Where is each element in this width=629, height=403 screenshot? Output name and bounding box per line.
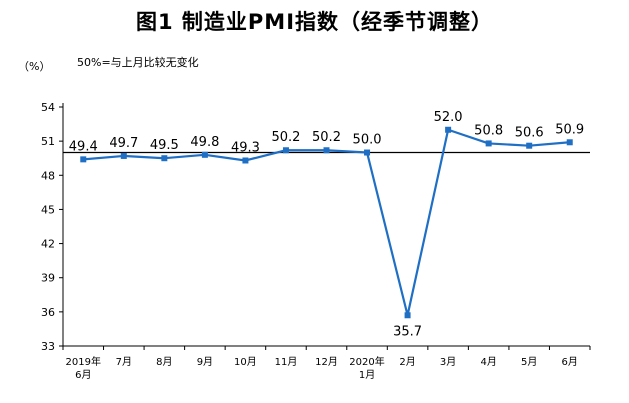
data-point xyxy=(323,147,330,154)
data-label: 50.2 xyxy=(271,130,300,145)
data-point xyxy=(120,152,127,159)
series-line xyxy=(83,128,570,317)
y-tick-label: 51 xyxy=(41,135,55,148)
x-tick-label: 2020年 1月 xyxy=(349,355,384,381)
x-tick-label: 12月 xyxy=(315,356,338,368)
data-label: 49.3 xyxy=(231,140,260,155)
data-point xyxy=(201,151,208,158)
data-point xyxy=(566,139,573,146)
x-tick-label: 6月 xyxy=(562,356,578,368)
x-tick-label: 7月 xyxy=(116,356,132,368)
data-point xyxy=(242,157,249,164)
y-tick-label: 33 xyxy=(41,340,55,353)
data-label: 49.5 xyxy=(150,138,179,153)
x-tick-label: 8月 xyxy=(156,356,172,368)
y-tick-label: 48 xyxy=(41,169,55,182)
data-point xyxy=(404,312,411,319)
x-tick-label: 9月 xyxy=(197,356,213,368)
data-point xyxy=(445,126,452,133)
x-tick-label: 5月 xyxy=(521,356,537,368)
data-point xyxy=(526,142,533,149)
data-label: 49.8 xyxy=(190,135,219,150)
y-unit-label: （%） xyxy=(18,60,50,73)
data-label: 50.2 xyxy=(312,130,341,145)
y-tick-label: 54 xyxy=(41,101,55,114)
y-tick-label: 45 xyxy=(41,203,55,216)
data-label: 50.8 xyxy=(474,123,503,138)
reference-note: 50%=与上月比较无变化 xyxy=(77,55,199,69)
data-labels: 49.4 49.7 49.5 49.8 49.3 50.2 50.2 50.0 35.7 52.0… xyxy=(69,110,584,340)
x-tick-label: 2019年 6月 xyxy=(66,355,101,381)
data-label: 50.6 xyxy=(515,126,544,141)
data-point xyxy=(80,156,87,163)
data-point xyxy=(485,140,492,147)
data-label: 50.9 xyxy=(555,122,584,137)
x-tick-label: 11月 xyxy=(275,356,298,368)
data-point xyxy=(161,155,168,162)
series-pmi xyxy=(80,126,573,319)
y-tick-label: 36 xyxy=(41,306,55,319)
data-label: 49.7 xyxy=(109,136,138,151)
y-tick-label: 39 xyxy=(41,272,55,285)
x-tick-label: 2月 xyxy=(399,356,415,368)
data-label: 35.7 xyxy=(393,324,422,339)
data-point xyxy=(364,149,371,156)
data-label: 52.0 xyxy=(434,110,463,125)
data-label: 50.0 xyxy=(353,133,382,148)
chart-title: 图1 制造业PMI指数（经季节调整） xyxy=(135,10,494,34)
data-label: 49.4 xyxy=(69,139,98,154)
data-point xyxy=(282,147,289,154)
x-tick-label: 10月 xyxy=(234,356,257,368)
axes: 54 51 48 45 42 39 36 33 2019年 6月 7月 8月 9月 10月 11月 12月 20… xyxy=(41,101,591,381)
x-tick-label: 3月 xyxy=(440,356,456,368)
y-tick-label: 42 xyxy=(41,238,55,251)
x-tick-label: 4月 xyxy=(480,356,496,368)
